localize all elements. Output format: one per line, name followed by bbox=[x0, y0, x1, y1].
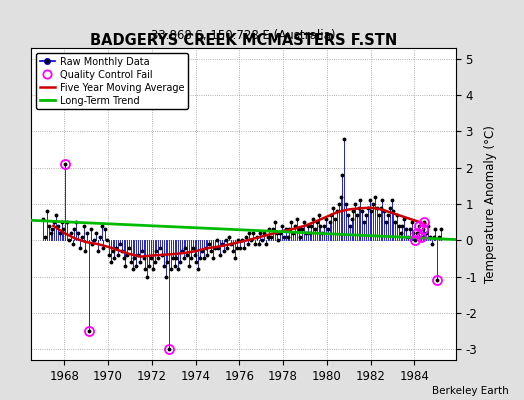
Legend: Raw Monthly Data, Quality Control Fail, Five Year Moving Average, Long-Term Tren: Raw Monthly Data, Quality Control Fail, … bbox=[36, 53, 188, 109]
Text: Berkeley Earth: Berkeley Earth bbox=[432, 386, 508, 396]
Y-axis label: Temperature Anomaly (°C): Temperature Anomaly (°C) bbox=[484, 125, 497, 283]
Title: BADGERYS CREEK MCMASTERS F.STN: BADGERYS CREEK MCMASTERS F.STN bbox=[90, 33, 397, 48]
Text: 33.868 S, 150.728 E (Australia): 33.868 S, 150.728 E (Australia) bbox=[151, 29, 336, 42]
